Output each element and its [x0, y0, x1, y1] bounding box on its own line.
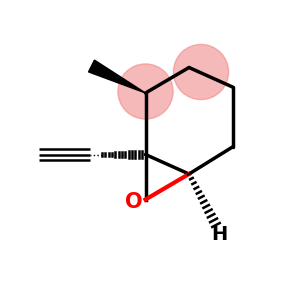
- Text: H: H: [211, 224, 227, 244]
- Circle shape: [118, 64, 173, 119]
- Circle shape: [173, 44, 229, 100]
- Polygon shape: [88, 60, 146, 93]
- Text: O: O: [125, 193, 142, 212]
